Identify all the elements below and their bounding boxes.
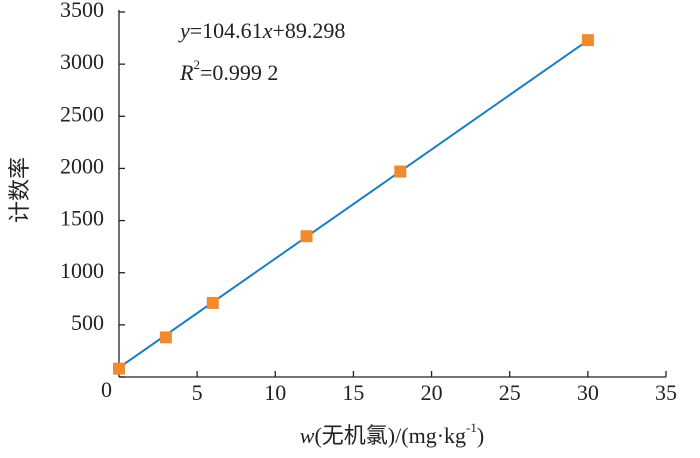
fit-line [118, 39, 589, 369]
x-label-part: -1 [466, 420, 477, 435]
equation-part: y [178, 18, 190, 43]
equation: y=104.61x+89.298 [178, 18, 345, 43]
x-label-part: w [300, 423, 315, 448]
x-tick-label: 35 [655, 380, 677, 405]
r-squared: R2=0.999 2 [179, 57, 278, 85]
x-axis-label: w(无机氯)/(mg·kg-1) [300, 420, 484, 448]
x-tick-label: 10 [264, 380, 286, 405]
y-axis-label: 计数率 [7, 157, 32, 223]
x-tick-label: 15 [342, 380, 364, 405]
y-tick-label: 2500 [60, 101, 104, 126]
r-squared-part: 2 [193, 57, 200, 72]
y-tick-label: 1000 [60, 258, 104, 283]
x-tick-label: 30 [577, 380, 599, 405]
r-squared-part: R [179, 60, 194, 85]
y-tick-label: 3000 [60, 49, 104, 74]
y-tick-label: 2000 [60, 153, 104, 178]
data-point [113, 362, 125, 375]
x-tick-label: 5 [192, 380, 203, 405]
x-tick-label: 20 [421, 380, 443, 405]
y-tick-label: 0 [101, 377, 112, 402]
r-squared-part: =0.999 2 [200, 60, 278, 85]
equation-part: =104.61 [190, 18, 263, 43]
equation-part: +89.298 [272, 18, 345, 43]
data-point [300, 230, 313, 243]
data-point [159, 331, 172, 344]
y-tick-label: 3500 [60, 0, 104, 22]
equation-part: x [262, 18, 273, 43]
y-tick-label: 500 [71, 310, 104, 335]
y-tick-label: 1500 [60, 206, 104, 231]
x-label-part: (无机氯)/(mg·kg [314, 423, 466, 448]
x-label-part: ) [477, 423, 484, 448]
data-point [581, 34, 594, 47]
data-point [394, 165, 407, 178]
x-tick-label: 25 [499, 380, 521, 405]
data-point [206, 296, 219, 309]
